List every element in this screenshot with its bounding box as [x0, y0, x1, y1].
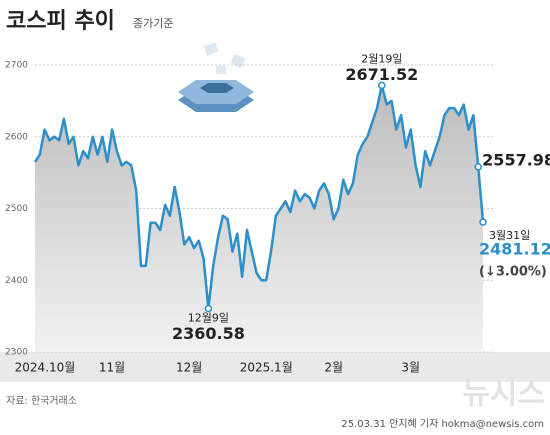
y-tick-label: 2300 [5, 348, 28, 358]
axis-band [0, 352, 550, 382]
area [35, 85, 483, 353]
logo: 뉴시스 [462, 377, 545, 412]
source: 자료: 한국거래소 [6, 395, 77, 407]
date-label: 3월31일 [489, 228, 530, 242]
x-tick-label: 2024.10월 [15, 361, 76, 375]
credit: 25.03.31 안지혜 기자 hokma@newsis.com [341, 418, 544, 430]
line [33, 84, 485, 310]
point [378, 81, 386, 90]
change-label: (↓3.00%) [479, 265, 547, 280]
subtitle: 종가기준 [133, 17, 173, 30]
x-tick-label: 11월 [99, 361, 125, 375]
logo-icon [178, 42, 254, 112]
x-tick-label: 12월 [176, 361, 202, 375]
value-label: 2557.98 [482, 150, 550, 169]
x-tick-label: 3월 [401, 361, 420, 375]
x-tick-label: 2월 [324, 361, 343, 375]
y-tick-label: 2500 [5, 204, 28, 214]
value-label: 2481.12 [479, 240, 550, 259]
point [479, 218, 487, 226]
x-tick-label: 2025.1월 [240, 361, 293, 375]
y-tick-label: 2600 [5, 132, 28, 142]
value-label: 2671.52 [345, 65, 418, 84]
date-label: 2월19일 [361, 51, 402, 65]
y-tick-label: 2400 [5, 276, 28, 286]
chart-title: 코스피 추이 [6, 9, 115, 34]
date-label: 12월9일 [188, 311, 229, 325]
value-label: 2360.58 [172, 324, 245, 343]
y-tick-label: 2700 [5, 61, 28, 71]
point [474, 163, 482, 171]
point [204, 304, 213, 313]
